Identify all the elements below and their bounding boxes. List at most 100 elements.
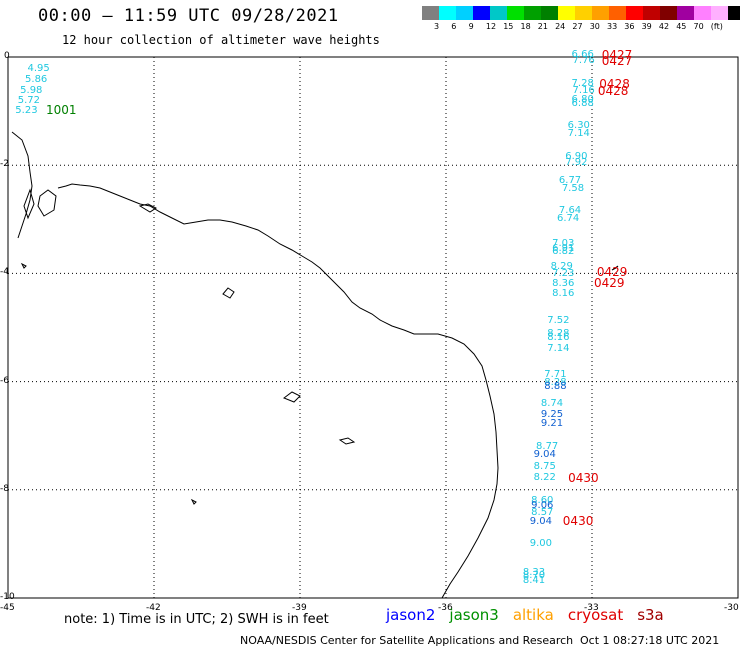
wave-height-label: 9.25 (540, 409, 564, 421)
legend-altika: altika (512, 606, 554, 624)
satellite-legend: jason2 jason3 altika cryosat s3a (386, 606, 678, 624)
colorbar-swatch (439, 6, 456, 20)
y-tick-label: -4 (0, 267, 9, 278)
wave-height-label: 5.23 (15, 105, 38, 117)
island (222, 287, 235, 299)
wave-height-label: 8.74 (540, 398, 564, 410)
pass-time-label: 0429 (593, 276, 625, 291)
wave-height-label: 8.41 (522, 574, 546, 586)
colorbar-tick-label: 33 (607, 22, 618, 31)
wave-height-label: 6.74 (556, 213, 580, 225)
x-tick-label: -39 (292, 603, 307, 613)
wave-height-label: 8.88 (544, 381, 567, 392)
wave-height-label: 6.77 (558, 175, 582, 187)
island (190, 498, 197, 505)
colorbar-swatch (473, 6, 490, 20)
wave-height-label: 7.16 (572, 84, 595, 96)
wave-height-label: 6.82 (552, 246, 575, 258)
colorbar-tick-label: 18 (520, 22, 531, 31)
map-frame (7, 56, 739, 599)
wave-height-label: 9.04 (533, 449, 556, 461)
wave-height-label: 6.80 (571, 94, 594, 106)
colorbar-swatch (558, 6, 575, 20)
island (611, 265, 619, 271)
wave-height-label: 6.66 (571, 48, 594, 60)
island (338, 437, 356, 445)
pass-time-label: 0428 (597, 83, 629, 98)
y-tick-label: 0 (4, 51, 10, 61)
x-tick-label: -30 (724, 603, 739, 613)
wave-height-label: 5.72 (17, 95, 40, 107)
page-subtitle: 12 hour collection of altimeter wave hei… (62, 33, 380, 47)
page-title: 00:00 – 11:59 UTC 09/28/2021 (38, 6, 339, 26)
legend-s3a: s3a (637, 606, 664, 624)
wave-height-label: 6.88 (571, 98, 594, 110)
coastline (57, 183, 499, 599)
colorbar-swatch (575, 6, 592, 20)
wave-height-label: 5.86 (25, 73, 48, 85)
graticule (8, 57, 738, 598)
wave-height-label: 7.03 (552, 237, 575, 249)
island (20, 262, 27, 269)
wave-height-label: 5.98 (20, 84, 43, 96)
wave-height-label: 4.95 (27, 62, 50, 74)
x-tick-label: -45 (0, 603, 15, 613)
x-tick-label: -33 (584, 603, 599, 613)
colorbar-tick-label: 9 (468, 22, 474, 31)
wave-height-label: 7.14 (547, 343, 570, 355)
colorbar-tick-label: (ft) (710, 22, 723, 31)
colorbar (422, 6, 740, 20)
wave-height-label: 9.04 (529, 516, 552, 528)
colorbar-swatch (592, 6, 609, 20)
pass-time-label: 0429 (596, 265, 628, 280)
colorbar-swatch (422, 6, 439, 20)
wave-height-label: 7.14 (567, 128, 590, 140)
legend-cryosat: cryosat (567, 606, 624, 624)
colorbar-swatch (490, 6, 507, 20)
y-tick-label: -6 (0, 375, 9, 386)
colorbar-swatch (541, 6, 558, 20)
wave-height-label: 8.33 (522, 567, 546, 579)
colorbar-tick-label: 45 (676, 22, 687, 31)
wave-height-label: 7.52 (547, 315, 570, 326)
x-tick-label: -42 (146, 603, 161, 613)
pass-time-label: 0430 (562, 514, 594, 529)
pass-time-label: 0427 (601, 53, 633, 68)
wave-height-label: 7.92 (565, 157, 588, 169)
colorbar-tick-label: 3 (434, 22, 440, 31)
wave-height-label: 7.23 (552, 268, 575, 280)
wave-height-label: 6.90 (565, 150, 588, 162)
colorbar-tick-label: 36 (624, 22, 635, 31)
x-tick-label: -36 (438, 603, 453, 613)
wave-height-label: 7.64 (558, 204, 582, 216)
colorbar-tick-label: 15 (503, 22, 514, 31)
colorbar-swatch (694, 6, 711, 20)
colorbar-tick-label: 12 (485, 22, 497, 31)
colorbar-tick-label: 27 (572, 22, 583, 31)
wave-height-label: 8.57 (531, 506, 554, 518)
pass-time-label: 0427 (601, 47, 633, 62)
wave-height-label: 9.21 (540, 417, 564, 429)
wave-height-label: 7.28 (571, 78, 594, 90)
island (138, 203, 157, 213)
wave-height-label: 8.29 (550, 260, 573, 272)
credit-timestamp: Oct 1 08:27:18 UTC 2021 (580, 634, 720, 647)
colorbar-tick-label: 24 (555, 22, 566, 31)
wave-height-label: 8.16 (547, 332, 570, 344)
wave-height-label: 8.77 (536, 440, 559, 452)
wave-height-label: 9.06 (531, 500, 554, 512)
wave-height-label: 7.71 (544, 369, 567, 381)
legend-jason2: jason2 (386, 606, 436, 624)
colorbar-swatch (507, 6, 524, 20)
colorbar-tick-label: 30 (589, 22, 600, 31)
colorbar-tick-label: 39 (641, 22, 652, 31)
island (282, 391, 301, 403)
wave-height-label: 8.22 (533, 471, 556, 483)
wave-height-label: 8.70 (522, 570, 546, 582)
colorbar-swatch (728, 6, 740, 20)
pass-time-label: 0430 (568, 470, 599, 485)
credit-text: NOAA/NESDIS Center for Satellite Applica… (240, 634, 574, 647)
y-tick-label: -8 (0, 483, 9, 494)
wave-height-label: 8.60 (531, 494, 554, 506)
